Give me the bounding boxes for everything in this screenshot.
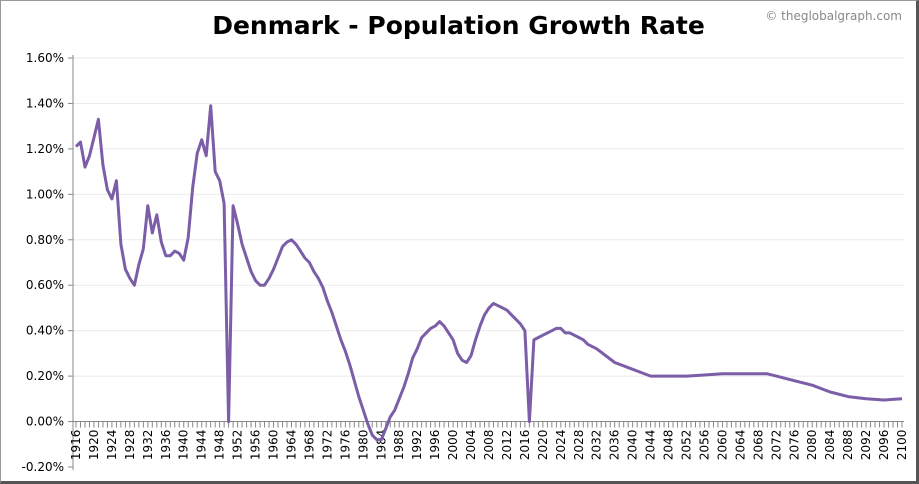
x-tick-label: 1952 bbox=[231, 430, 245, 461]
x-tick-label: 2088 bbox=[841, 430, 855, 461]
x-tick-label: 2024 bbox=[554, 430, 568, 461]
x-tick-label: 1996 bbox=[428, 430, 442, 461]
x-tick-label: 1960 bbox=[267, 430, 281, 461]
y-tick-label: 1.00% bbox=[26, 187, 64, 201]
x-tick-label: 2084 bbox=[823, 430, 837, 461]
x-tick-label: 1920 bbox=[87, 430, 101, 461]
y-tick-label: -0.20% bbox=[22, 460, 64, 474]
x-tick-label: 2044 bbox=[644, 430, 658, 461]
x-tick-label: 2100 bbox=[895, 430, 909, 461]
watermark: © theglobalgraph.com bbox=[765, 9, 902, 23]
x-tick-label: 2068 bbox=[751, 430, 765, 461]
x-tick-label: 2060 bbox=[715, 430, 729, 461]
y-tick-label: 0.60% bbox=[26, 278, 64, 292]
x-tick-label: 2064 bbox=[733, 430, 747, 461]
y-tick-label: 0.80% bbox=[26, 233, 64, 247]
series-line bbox=[74, 104, 903, 442]
x-tick-label: 1936 bbox=[159, 430, 173, 461]
x-tick-label: 2032 bbox=[590, 430, 604, 461]
x-tick-label: 2096 bbox=[877, 430, 891, 461]
x-tick-label: 2016 bbox=[518, 430, 532, 461]
x-tick-label: 1988 bbox=[392, 430, 406, 461]
y-tick-label: 1.60% bbox=[26, 51, 64, 65]
x-tick-label: 2040 bbox=[626, 430, 640, 461]
x-tick-label: 1932 bbox=[141, 430, 155, 461]
x-tick-label: 1984 bbox=[374, 430, 388, 461]
x-tick-label: 2008 bbox=[482, 430, 496, 461]
x-tick-label: 2028 bbox=[572, 430, 586, 461]
x-tick-label: 2012 bbox=[500, 430, 514, 461]
x-tick-label: 1972 bbox=[320, 430, 334, 461]
y-tick-label: 1.20% bbox=[26, 142, 64, 156]
x-tick-label: 2076 bbox=[787, 430, 801, 461]
x-tick-label: 1916 bbox=[69, 430, 83, 461]
x-tick-label: 2056 bbox=[697, 430, 711, 461]
x-tick-label: 2072 bbox=[769, 430, 783, 461]
x-tick-label: 1944 bbox=[195, 430, 209, 461]
y-tick-label: 0.00% bbox=[26, 415, 64, 429]
x-tick-label: 1976 bbox=[338, 430, 352, 461]
x-tick-label: 1968 bbox=[302, 430, 316, 461]
x-tick-label: 2036 bbox=[608, 430, 622, 461]
x-tick-label: 1980 bbox=[356, 430, 370, 461]
x-tick-label: 1992 bbox=[410, 430, 424, 461]
x-tick-label: 2004 bbox=[464, 430, 478, 461]
x-tick-label: 2000 bbox=[446, 430, 460, 461]
x-tick-label: 2020 bbox=[536, 430, 550, 461]
x-tick-label: 1956 bbox=[249, 430, 263, 461]
x-tick-label: 1940 bbox=[177, 430, 191, 461]
x-tick-label: 2080 bbox=[805, 430, 819, 461]
chart-title: Denmark - Population Growth Rate bbox=[212, 11, 705, 40]
x-tick-label: 1928 bbox=[123, 430, 137, 461]
x-tick-label: 1948 bbox=[213, 430, 227, 461]
y-tick-label: 1.40% bbox=[26, 96, 64, 110]
x-tick-label: 1964 bbox=[284, 430, 298, 461]
y-tick-label: 0.20% bbox=[26, 369, 64, 383]
x-tick-label: 2052 bbox=[680, 430, 694, 461]
x-tick-label: 1924 bbox=[105, 430, 119, 461]
y-tick-label: 0.40% bbox=[26, 324, 64, 338]
x-tick-label: 2092 bbox=[859, 430, 873, 461]
x-tick-label: 2048 bbox=[662, 430, 676, 461]
